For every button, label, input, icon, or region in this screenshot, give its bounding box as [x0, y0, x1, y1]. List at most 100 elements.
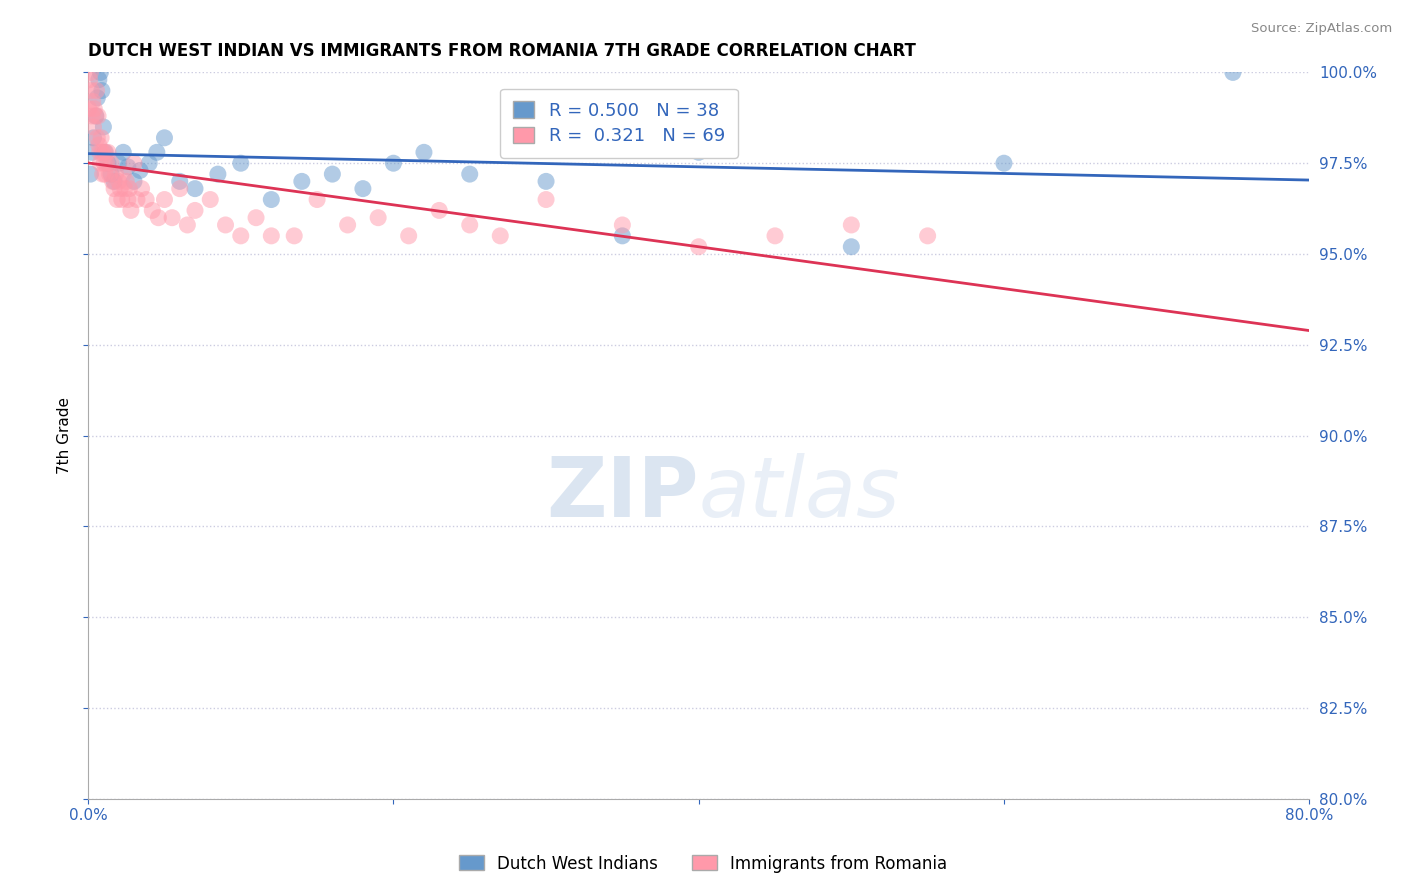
- Point: [104, 167, 127, 181]
- Point: [160, 211, 183, 225]
- Point: [97, 145, 120, 160]
- Text: atlas: atlas: [699, 453, 900, 534]
- Text: DUTCH WEST INDIAN VS IMMIGRANTS FROM ROMANIA 7TH GRADE CORRELATION CHART: DUTCH WEST INDIAN VS IMMIGRANTS FROM ROM…: [89, 42, 917, 60]
- Point: [122, 156, 145, 170]
- Point: [214, 218, 236, 232]
- Point: [94, 167, 117, 181]
- Point: [107, 156, 129, 170]
- Point: [82, 120, 104, 134]
- Point: [107, 174, 129, 188]
- Point: [115, 174, 138, 188]
- Point: [129, 163, 152, 178]
- Point: [80, 84, 103, 98]
- Legend: R = 0.500   N = 38, R =  0.321   N = 69: R = 0.500 N = 38, R = 0.321 N = 69: [501, 88, 738, 158]
- Point: [245, 211, 267, 225]
- Point: [79, 65, 101, 79]
- Point: [90, 145, 112, 160]
- Point: [120, 203, 142, 218]
- Point: [153, 130, 176, 145]
- Point: [688, 240, 710, 254]
- Point: [135, 193, 157, 207]
- Point: [117, 160, 139, 174]
- Point: [352, 181, 374, 195]
- Point: [103, 181, 125, 195]
- Point: [283, 228, 305, 243]
- Point: [169, 174, 191, 188]
- Point: [612, 228, 634, 243]
- Text: ZIP: ZIP: [546, 453, 699, 534]
- Point: [87, 72, 110, 87]
- Point: [89, 65, 111, 79]
- Text: Source: ZipAtlas.com: Source: ZipAtlas.com: [1251, 22, 1392, 36]
- Point: [105, 193, 128, 207]
- Point: [534, 193, 557, 207]
- Point: [184, 181, 207, 195]
- Point: [89, 156, 111, 170]
- Point: [100, 156, 122, 170]
- Point: [458, 218, 481, 232]
- Point: [86, 84, 108, 98]
- Point: [111, 193, 134, 207]
- Point: [89, 145, 111, 160]
- Point: [176, 218, 198, 232]
- Point: [336, 218, 359, 232]
- Point: [688, 145, 710, 160]
- Point: [307, 193, 329, 207]
- Point: [131, 181, 153, 195]
- Point: [427, 203, 450, 218]
- Point: [413, 145, 436, 160]
- Point: [91, 167, 114, 181]
- Point: [79, 167, 101, 181]
- Point: [229, 156, 252, 170]
- Point: [382, 156, 405, 170]
- Point: [112, 145, 135, 160]
- Point: [153, 193, 176, 207]
- Point: [917, 228, 939, 243]
- Point: [117, 193, 139, 207]
- Point: [86, 91, 108, 105]
- Point: [169, 181, 191, 195]
- Point: [229, 228, 252, 243]
- Point: [993, 156, 1015, 170]
- Point: [534, 174, 557, 188]
- Legend: Dutch West Indians, Immigrants from Romania: Dutch West Indians, Immigrants from Roma…: [453, 848, 953, 880]
- Point: [80, 109, 103, 123]
- Point: [118, 181, 141, 195]
- Point: [141, 203, 163, 218]
- Point: [122, 174, 145, 188]
- Point: [84, 109, 107, 123]
- Point: [103, 174, 125, 188]
- Point: [77, 102, 100, 116]
- Point: [83, 102, 105, 116]
- Point: [79, 72, 101, 87]
- Point: [100, 167, 122, 181]
- Point: [101, 174, 124, 188]
- Point: [200, 193, 222, 207]
- Point: [321, 167, 343, 181]
- Point: [612, 218, 634, 232]
- Point: [763, 228, 786, 243]
- Point: [207, 167, 229, 181]
- Point: [839, 218, 862, 232]
- Point: [839, 240, 862, 254]
- Point: [148, 211, 170, 225]
- Point: [82, 95, 104, 109]
- Point: [93, 156, 115, 170]
- Point: [80, 145, 103, 160]
- Point: [90, 84, 112, 98]
- Point: [260, 228, 283, 243]
- Point: [87, 109, 110, 123]
- Point: [86, 130, 108, 145]
- Point: [90, 130, 112, 145]
- Point: [84, 109, 107, 123]
- Point: [98, 167, 121, 181]
- Point: [108, 181, 131, 195]
- Point: [146, 145, 169, 160]
- Point: [82, 130, 104, 145]
- Point: [367, 211, 389, 225]
- Point: [112, 167, 135, 181]
- Point: [489, 228, 512, 243]
- Point: [94, 145, 117, 160]
- Point: [398, 228, 420, 243]
- Point: [125, 193, 148, 207]
